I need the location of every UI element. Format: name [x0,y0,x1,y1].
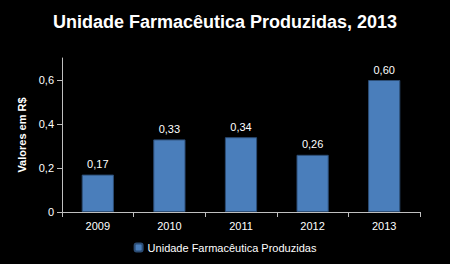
svg-text:2013: 2013 [372,220,396,232]
svg-text:0,2: 0,2 [39,162,54,174]
svg-text:Unidade Farmacêutica Produzida: Unidade Farmacêutica Produzidas, 2013 [53,12,397,32]
svg-text:0,60: 0,60 [373,64,394,76]
svg-text:Valores em R$: Valores em R$ [16,97,28,172]
svg-text:2011: 2011 [229,220,253,232]
svg-text:Unidade Farmacêutica Produzida: Unidade Farmacêutica Produzidas [148,242,317,254]
svg-text:0,6: 0,6 [39,74,54,86]
svg-text:0,17: 0,17 [87,158,108,170]
svg-text:0,34: 0,34 [230,121,251,133]
svg-text:2012: 2012 [300,220,324,232]
svg-text:0: 0 [48,206,54,218]
svg-text:0,26: 0,26 [302,138,323,150]
svg-text:2009: 2009 [86,220,110,232]
svg-text:0,33: 0,33 [159,123,180,135]
svg-text:0,4: 0,4 [39,118,54,130]
svg-text:2010: 2010 [157,220,181,232]
